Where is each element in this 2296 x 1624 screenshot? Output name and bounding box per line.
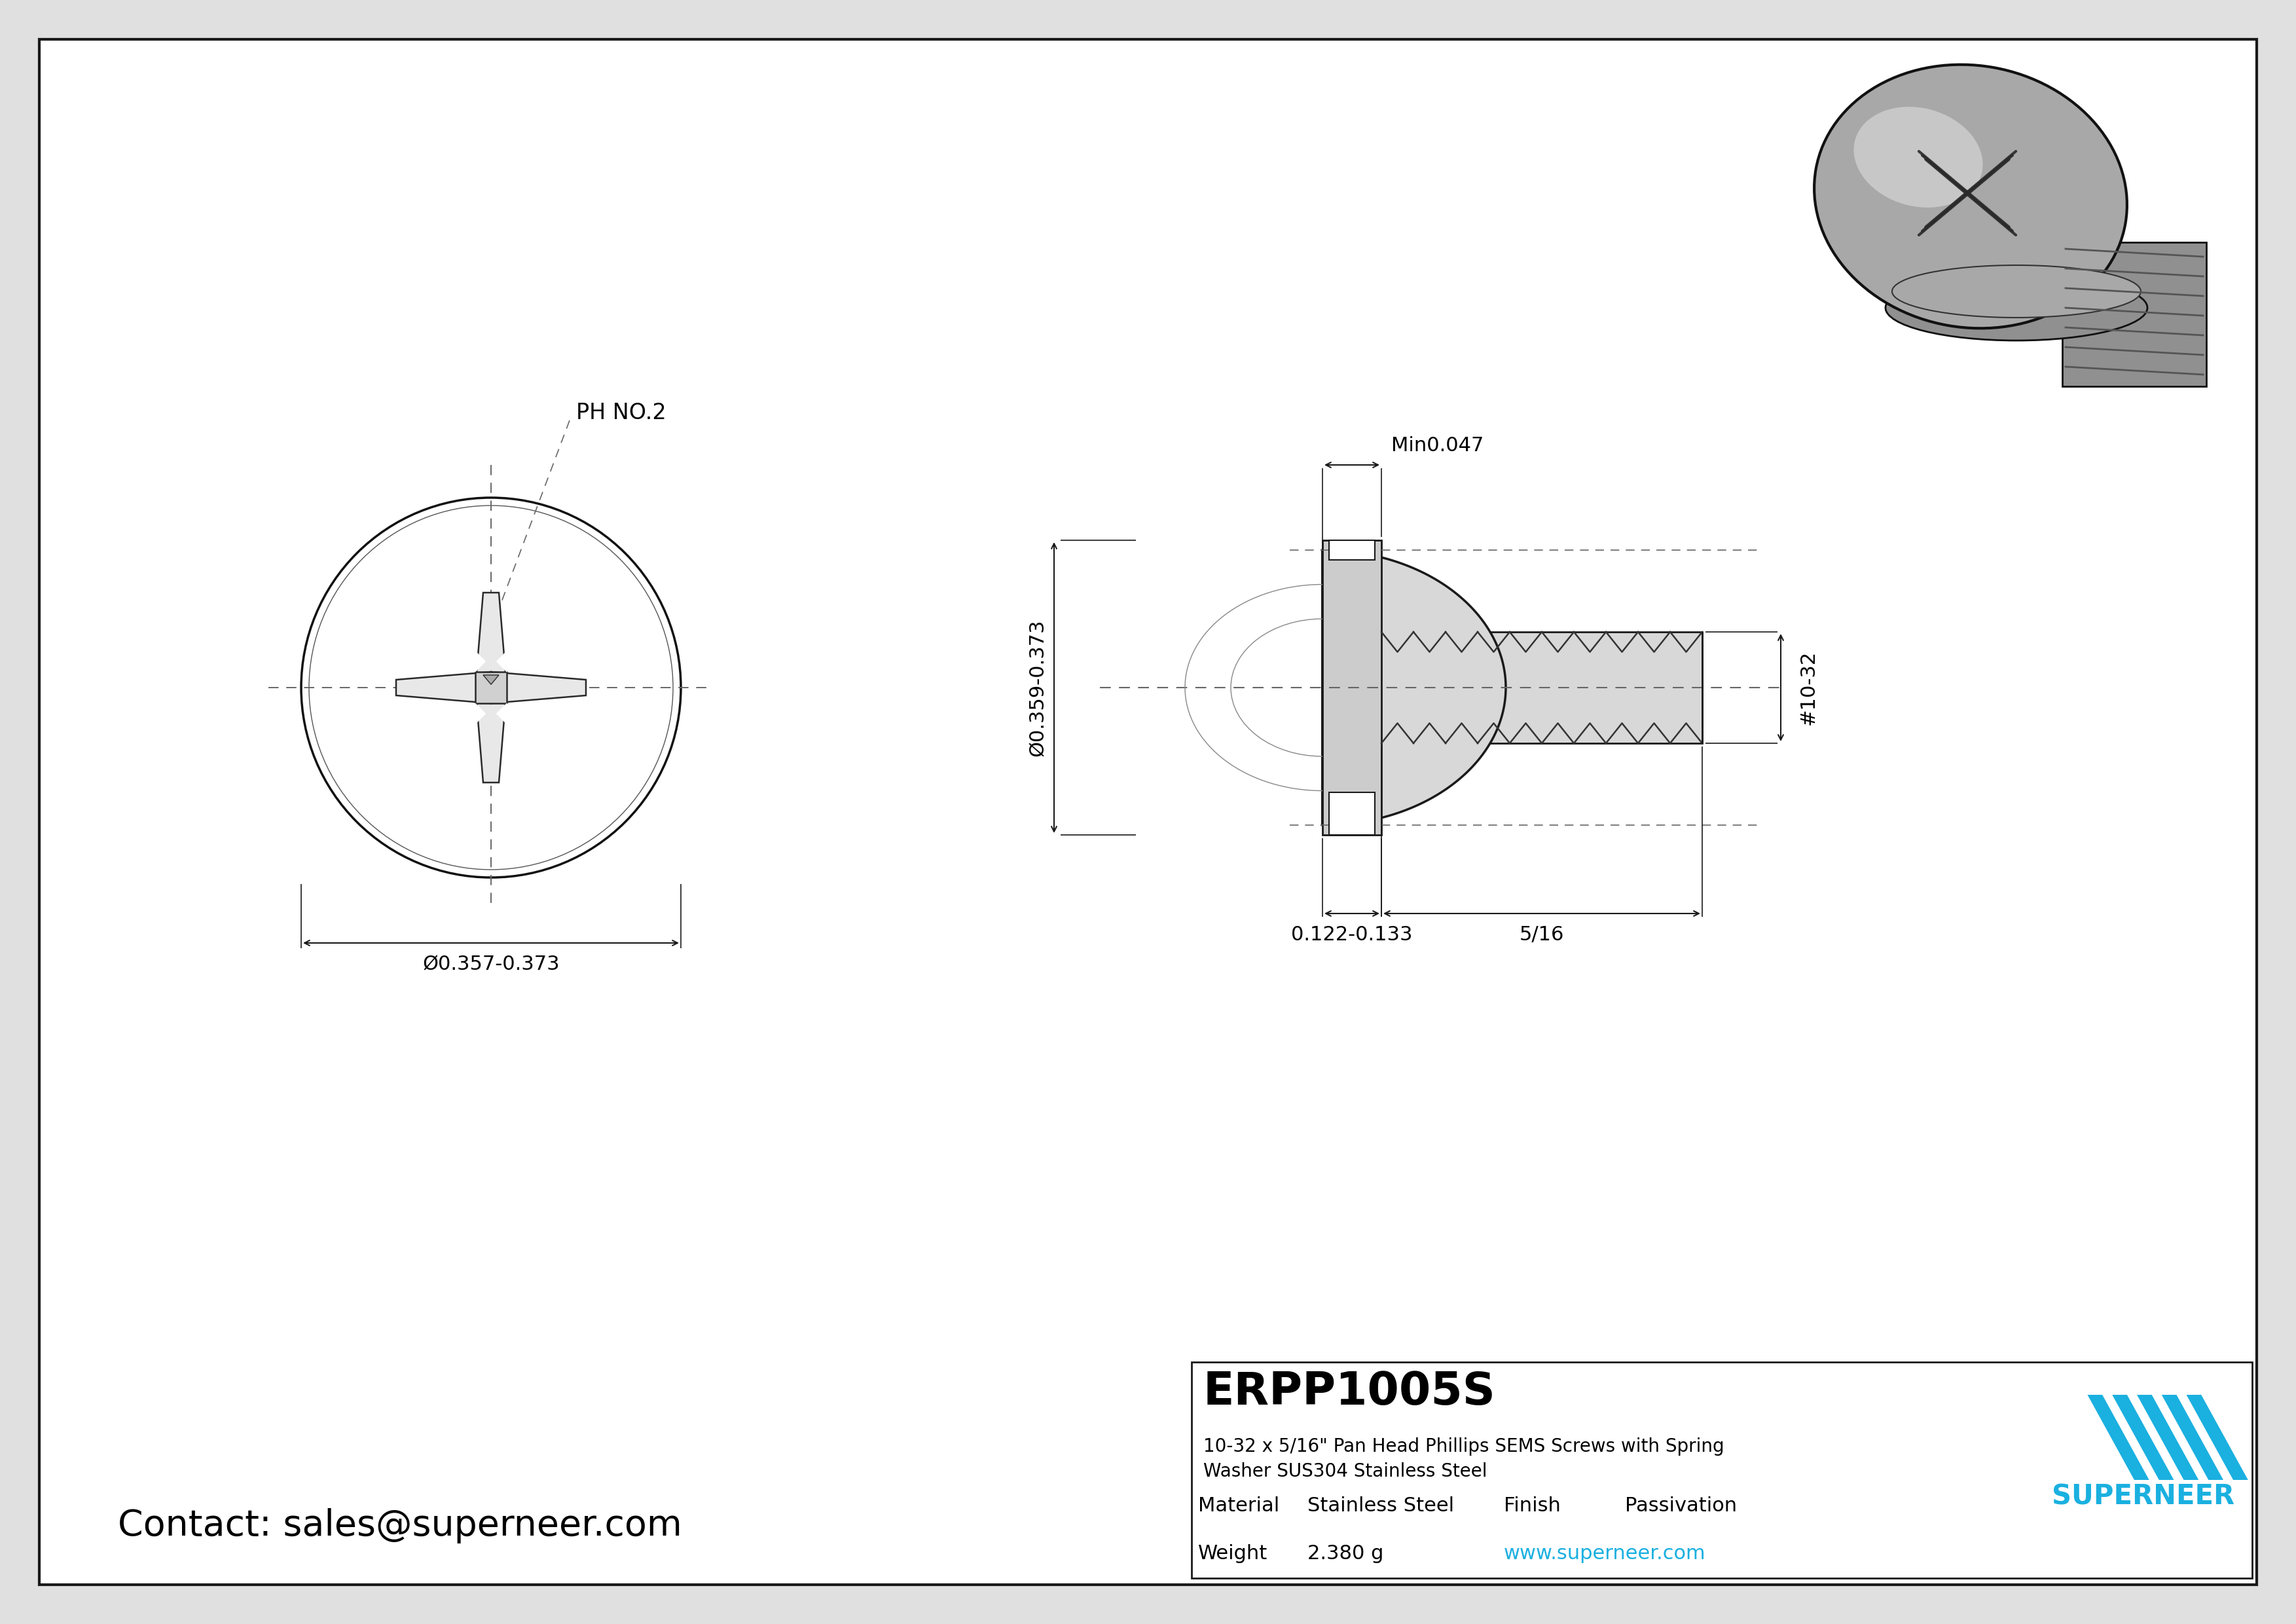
Text: 10-32 x 5/16" Pan Head Phillips SEMS Screws with Spring: 10-32 x 5/16" Pan Head Phillips SEMS Scr… <box>1203 1437 1724 1455</box>
Text: Ø0.359-0.373: Ø0.359-0.373 <box>1029 619 1047 757</box>
Text: 2.380 g: 2.380 g <box>1306 1544 1384 1562</box>
Bar <box>1192 1363 2252 1579</box>
Text: Min0.047: Min0.047 <box>1391 437 1483 455</box>
Polygon shape <box>2186 1395 2248 1479</box>
Bar <box>1382 632 1701 744</box>
Bar <box>1322 541 1382 835</box>
Ellipse shape <box>1814 65 2126 328</box>
Polygon shape <box>475 687 507 783</box>
Polygon shape <box>2112 1395 2174 1479</box>
Bar <box>1329 793 1375 835</box>
Polygon shape <box>496 612 556 672</box>
Text: #10-32: #10-32 <box>1800 650 1818 724</box>
Polygon shape <box>475 593 507 687</box>
Bar <box>1329 541 1375 560</box>
Polygon shape <box>427 612 487 672</box>
Text: Stainless Steel: Stainless Steel <box>1306 1496 1453 1515</box>
Bar <box>2062 242 2206 387</box>
Polygon shape <box>397 672 491 703</box>
Text: ERPP1005S: ERPP1005S <box>1203 1371 1497 1415</box>
Text: Contact: sales@superneer.com: Contact: sales@superneer.com <box>117 1509 682 1543</box>
Polygon shape <box>491 672 585 703</box>
Polygon shape <box>482 676 498 684</box>
Text: 5/16: 5/16 <box>1520 926 1564 944</box>
Ellipse shape <box>1892 265 2140 318</box>
Polygon shape <box>2138 1395 2200 1479</box>
Text: Weight: Weight <box>1199 1544 1267 1562</box>
Polygon shape <box>2087 1395 2149 1479</box>
Ellipse shape <box>1853 107 1984 208</box>
Text: Passivation: Passivation <box>1626 1496 1738 1515</box>
Text: PH NO.2: PH NO.2 <box>576 401 666 424</box>
Text: 0.122-0.133: 0.122-0.133 <box>1290 926 1412 944</box>
Text: Ø0.357-0.373: Ø0.357-0.373 <box>422 955 560 974</box>
Polygon shape <box>1322 551 1506 825</box>
Text: Washer SUS304 Stainless Steel: Washer SUS304 Stainless Steel <box>1203 1462 1488 1481</box>
Polygon shape <box>427 703 487 763</box>
Bar <box>475 672 507 703</box>
Text: Material: Material <box>1199 1496 1279 1515</box>
Text: SUPERNEER: SUPERNEER <box>2053 1483 2234 1510</box>
Text: Finish: Finish <box>1504 1496 1561 1515</box>
Polygon shape <box>496 703 556 763</box>
Polygon shape <box>2161 1395 2223 1479</box>
Ellipse shape <box>1885 274 2147 341</box>
Text: www.superneer.com: www.superneer.com <box>1504 1544 1706 1562</box>
